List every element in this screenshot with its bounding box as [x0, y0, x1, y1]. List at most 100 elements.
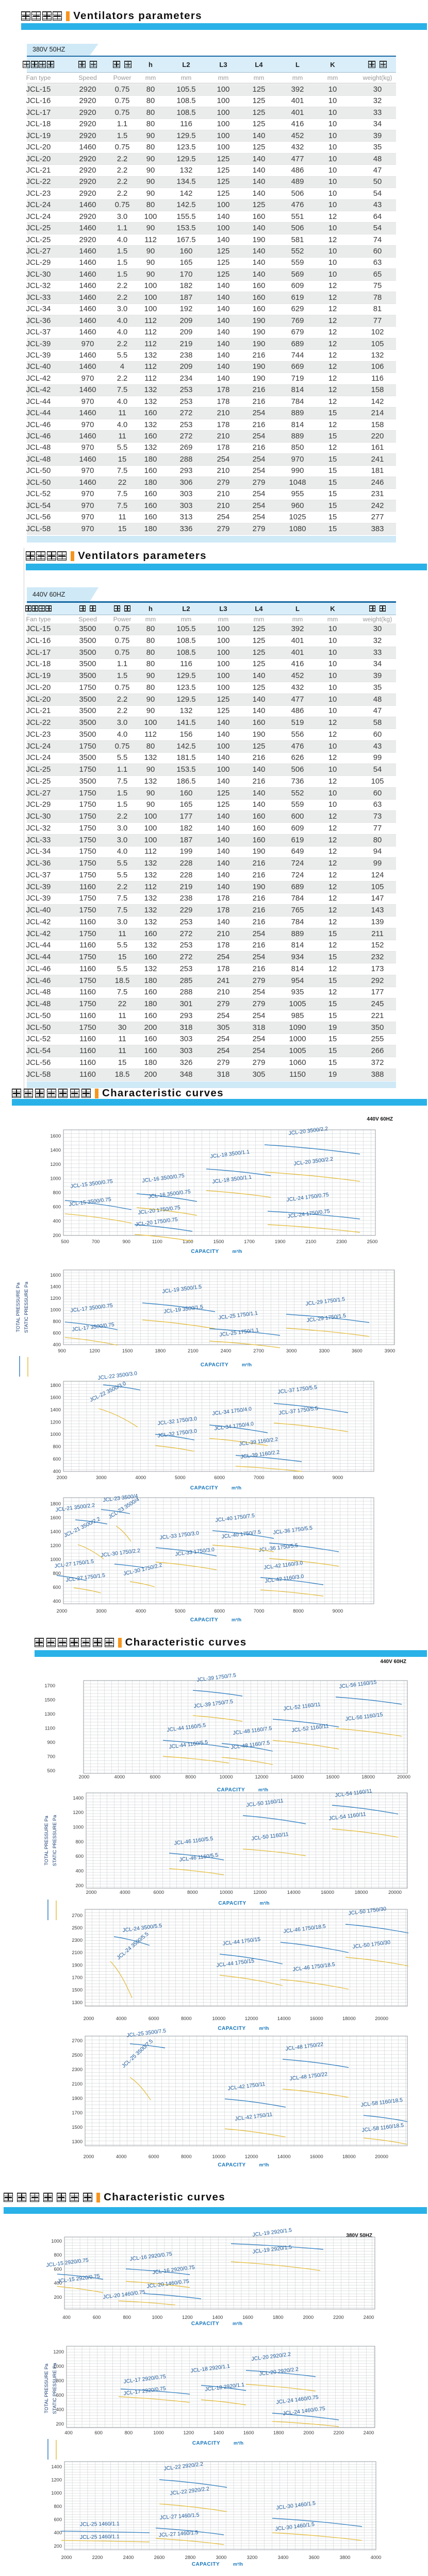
- svg-text:400: 400: [62, 2315, 71, 2320]
- svg-text:TOTAL PRESSURE Pa: TOTAL PRESSURE Pa: [15, 1282, 21, 1332]
- svg-text:700: 700: [92, 1239, 100, 1244]
- svg-text:800: 800: [53, 1190, 61, 1195]
- svg-text:6000: 6000: [214, 1475, 225, 1480]
- svg-text:CAPACITY: CAPACITY: [192, 2562, 220, 2567]
- svg-text:CAPACITY: CAPACITY: [191, 2321, 219, 2327]
- svg-text:20000: 20000: [375, 2016, 388, 2021]
- svg-text:9000: 9000: [333, 1608, 343, 1614]
- svg-text:m³/h: m³/h: [233, 2321, 242, 2326]
- svg-text:2300: 2300: [72, 1938, 83, 1943]
- svg-text:2700: 2700: [253, 1348, 264, 1353]
- svg-text:1400: 1400: [50, 1147, 61, 1153]
- svg-text:8000: 8000: [185, 1774, 196, 1780]
- svg-text:200: 200: [56, 2421, 64, 2427]
- svg-text:CAPACITY: CAPACITY: [218, 2026, 245, 2031]
- svg-text:3800: 3800: [340, 2555, 351, 2560]
- svg-text:1400: 1400: [51, 2464, 62, 2469]
- svg-text:2400: 2400: [123, 2555, 134, 2560]
- svg-text:16000: 16000: [326, 1774, 339, 1780]
- svg-text:600: 600: [53, 1205, 61, 1210]
- svg-text:800: 800: [53, 1319, 61, 1324]
- svg-text:2000: 2000: [61, 2555, 72, 2560]
- svg-text:2400: 2400: [364, 2430, 374, 2435]
- svg-text:CAPACITY: CAPACITY: [217, 1787, 245, 1793]
- svg-text:3600: 3600: [352, 1348, 363, 1353]
- svg-text:600: 600: [94, 2430, 103, 2435]
- svg-text:1800: 1800: [273, 2315, 284, 2320]
- svg-text:STATIC PRESSURE Pa: STATIC PRESSURE Pa: [24, 1281, 29, 1333]
- svg-text:18000: 18000: [342, 2016, 356, 2021]
- svg-text:2000: 2000: [303, 2315, 314, 2320]
- svg-text:9000: 9000: [333, 1475, 343, 1480]
- svg-text:18000: 18000: [355, 1890, 368, 1895]
- svg-text:1000: 1000: [73, 1825, 84, 1830]
- svg-text:1300: 1300: [72, 2139, 83, 2144]
- svg-text:1400: 1400: [50, 1529, 61, 1534]
- svg-text:4000: 4000: [136, 1475, 146, 1480]
- svg-text:200: 200: [53, 1233, 61, 1238]
- svg-text:1000: 1000: [50, 1557, 61, 1562]
- svg-text:JCL-22 3500/3.0: JCL-22 3500/3.0: [97, 1371, 138, 1381]
- svg-text:2100: 2100: [72, 2081, 83, 2087]
- svg-text:6000: 6000: [149, 2154, 159, 2159]
- svg-text:2700: 2700: [72, 2038, 83, 2043]
- svg-text:1700: 1700: [72, 2110, 83, 2115]
- svg-text:JCL-25 1460/1.1: JCL-25 1460/1.1: [80, 2534, 120, 2540]
- svg-text:1000: 1000: [51, 2239, 62, 2244]
- svg-text:2200: 2200: [333, 2315, 344, 2320]
- svg-text:1400: 1400: [212, 2315, 223, 2320]
- svg-text:1900: 1900: [72, 1962, 83, 1968]
- svg-text:16000: 16000: [310, 2016, 323, 2021]
- svg-text:1900: 1900: [72, 2096, 83, 2101]
- svg-text:4000: 4000: [114, 1774, 125, 1780]
- svg-text:1200: 1200: [51, 2478, 62, 2483]
- svg-text:1500: 1500: [72, 2125, 83, 2130]
- svg-text:8000: 8000: [293, 1608, 304, 1614]
- svg-text:4000: 4000: [116, 2016, 127, 2021]
- svg-text:m³/h: m³/h: [233, 2562, 243, 2567]
- svg-text:16000: 16000: [321, 1890, 334, 1895]
- svg-text:600: 600: [56, 2393, 64, 2398]
- svg-text:2000: 2000: [79, 1774, 90, 1780]
- svg-text:800: 800: [75, 1839, 84, 1844]
- svg-text:1500: 1500: [44, 1697, 55, 1702]
- svg-text:1000: 1000: [53, 2364, 64, 2369]
- svg-text:16000: 16000: [310, 2154, 323, 2159]
- svg-text:400: 400: [53, 1599, 61, 1604]
- svg-text:1600: 1600: [50, 1395, 61, 1400]
- svg-text:600: 600: [53, 1330, 61, 1335]
- svg-text:m³/h: m³/h: [232, 1485, 241, 1490]
- svg-text:2500: 2500: [72, 2053, 83, 2058]
- svg-text:3200: 3200: [247, 2555, 258, 2560]
- svg-text:3000: 3000: [216, 2555, 227, 2560]
- svg-text:10000: 10000: [220, 1774, 233, 1780]
- svg-text:2200: 2200: [333, 2430, 344, 2435]
- svg-text:CAPACITY: CAPACITY: [191, 1249, 219, 1255]
- svg-text:4000: 4000: [120, 1890, 130, 1895]
- svg-text:1300: 1300: [72, 2000, 83, 2005]
- svg-text:2800: 2800: [185, 2555, 196, 2560]
- svg-text:1300: 1300: [183, 1239, 193, 1244]
- svg-text:2400: 2400: [221, 1348, 232, 1353]
- svg-text:1400: 1400: [213, 2430, 224, 2435]
- svg-text:600: 600: [54, 2266, 62, 2272]
- svg-text:1800: 1800: [155, 1348, 166, 1353]
- svg-text:700: 700: [47, 1754, 55, 1759]
- svg-text:m³/h: m³/h: [258, 1787, 268, 1792]
- svg-text:1200: 1200: [183, 2430, 194, 2435]
- svg-text:1700: 1700: [72, 1975, 83, 1980]
- svg-text:400: 400: [53, 1469, 61, 1474]
- svg-text:10000: 10000: [220, 1890, 233, 1895]
- svg-text:CAPACITY: CAPACITY: [192, 2441, 220, 2446]
- svg-text:800: 800: [53, 1444, 61, 1449]
- svg-text:CAPACITY: CAPACITY: [190, 1485, 218, 1491]
- svg-text:200: 200: [54, 2544, 62, 2549]
- svg-text:TOTAL PRESSURE Pa: TOTAL PRESSURE Pa: [44, 2363, 49, 2413]
- svg-text:18000: 18000: [361, 1774, 375, 1780]
- svg-text:200: 200: [54, 2295, 62, 2300]
- svg-text:8000: 8000: [187, 1890, 198, 1895]
- svg-text:JCL-27 1460/1.5: JCL-27 1460/1.5: [159, 2513, 200, 2521]
- svg-text:2400: 2400: [364, 2315, 374, 2320]
- svg-text:7000: 7000: [254, 1475, 265, 1480]
- svg-text:1800: 1800: [273, 2430, 284, 2435]
